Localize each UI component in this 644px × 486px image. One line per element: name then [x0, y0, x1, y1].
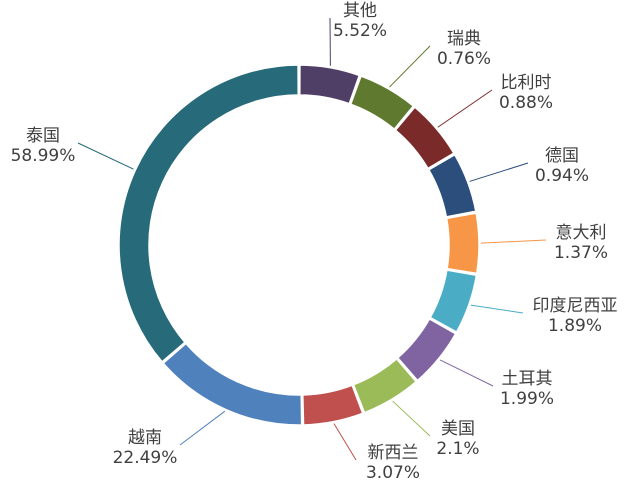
- leader-line-4: [469, 162, 529, 182]
- leader-line-10: [179, 410, 226, 446]
- slice-name-label: 德国: [545, 146, 579, 166]
- slice-percent-label: 1.89%: [548, 316, 602, 336]
- donut-slices: [118, 64, 480, 426]
- leader-line-5: [480, 239, 547, 244]
- leader-line-3: [437, 89, 493, 128]
- slice-percent-label: 0.76%: [437, 49, 491, 69]
- slice-percent-label: 0.94%: [535, 166, 589, 186]
- slice-9: [302, 384, 364, 426]
- slice-name-label: 土耳其: [502, 369, 553, 389]
- slice-name-label: 美国: [441, 419, 475, 439]
- leader-line-8: [392, 400, 431, 437]
- slice-name-label: 泰国: [26, 126, 60, 146]
- slice-2: [349, 75, 415, 131]
- slice-5: [445, 212, 480, 275]
- slice-3: [394, 106, 455, 170]
- slice-8: [352, 357, 418, 414]
- slice-percent-label: 3.07%: [366, 463, 420, 483]
- slice-percent-label: 0.88%: [499, 93, 553, 113]
- slice-7: [396, 317, 457, 382]
- slice-percent-label: 1.99%: [500, 389, 554, 409]
- slice-name-label: 意大利: [556, 223, 607, 243]
- slice-percent-label: 22.49%: [113, 448, 178, 468]
- slice-name-label: 印度尼西亚: [533, 296, 618, 316]
- slice-name-label: 瑞典: [447, 29, 481, 49]
- slice-10: [162, 342, 303, 426]
- leader-line-11: [77, 142, 134, 170]
- leader-line-6: [470, 304, 524, 314]
- slice-1: [299, 64, 361, 105]
- slice-11: [118, 64, 299, 363]
- leader-lines: [77, 17, 547, 461]
- slice-name-label: 其他: [343, 1, 377, 21]
- slice-percent-label: 5.52%: [333, 21, 387, 41]
- leader-line-2: [389, 45, 431, 88]
- slice-name-label: 比利时: [501, 73, 552, 93]
- slice-percent-label: 1.37%: [554, 243, 608, 263]
- slice-percent-label: 58.99%: [11, 146, 76, 166]
- leader-line-9: [333, 423, 357, 461]
- slice-6: [429, 269, 478, 334]
- leader-line-7: [439, 359, 494, 387]
- slice-name-label: 越南: [128, 428, 162, 448]
- slice-percent-label: 2.1%: [436, 439, 479, 459]
- slice-name-label: 新西兰: [368, 443, 419, 463]
- slice-4: [427, 153, 477, 218]
